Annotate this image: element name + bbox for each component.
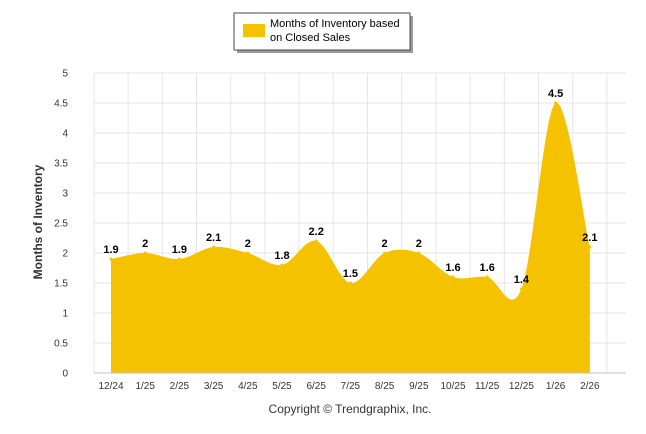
legend-swatch bbox=[243, 24, 265, 37]
y-axis-title: Months of Inventory bbox=[31, 164, 45, 279]
data-label: 2 bbox=[142, 238, 148, 250]
data-point bbox=[177, 257, 181, 261]
x-tick-label: 12/24 bbox=[98, 381, 123, 392]
x-tick-label: 2/25 bbox=[170, 381, 190, 392]
y-tick-label: 4 bbox=[62, 129, 68, 140]
data-point bbox=[588, 245, 592, 249]
data-label: 2 bbox=[245, 238, 251, 250]
data-point bbox=[212, 245, 216, 249]
x-tick-label: 7/25 bbox=[341, 381, 361, 392]
area-series bbox=[111, 102, 590, 373]
x-tick-label: 8/25 bbox=[375, 381, 395, 392]
data-label: 1.4 bbox=[514, 274, 530, 286]
data-label: 1.9 bbox=[103, 244, 118, 256]
legend-label-line1: Months of Inventory based bbox=[270, 18, 400, 30]
data-point bbox=[246, 251, 250, 255]
data-label: 4.5 bbox=[548, 88, 563, 100]
y-tick-label: 3 bbox=[62, 189, 68, 200]
x-tick-label: 11/25 bbox=[475, 381, 500, 392]
data-label: 2.2 bbox=[309, 226, 324, 238]
data-label: 2 bbox=[382, 238, 388, 250]
data-label: 1.6 bbox=[445, 262, 460, 274]
x-tick-label: 10/25 bbox=[440, 381, 465, 392]
x-tick-label: 3/25 bbox=[204, 381, 224, 392]
y-tick-label: 0 bbox=[62, 369, 68, 380]
label-layer: 1.9 2 1.9 2.1 2 1.8 2.2 1.5 2 2 1.6 1.6 1.4 4.5 2.1 bbox=[103, 88, 597, 286]
y-tick-label: 1 bbox=[62, 309, 68, 320]
data-point bbox=[519, 287, 523, 291]
legend: Months of Inventory based on Closed Sale… bbox=[233, 12, 413, 53]
data-label: 1.5 bbox=[343, 268, 358, 280]
data-point bbox=[451, 275, 455, 279]
y-tick-label: 1.5 bbox=[54, 279, 68, 290]
data-label: 2.1 bbox=[582, 232, 597, 244]
x-tick-label: 9/25 bbox=[409, 381, 429, 392]
data-point bbox=[485, 275, 489, 279]
data-point bbox=[143, 251, 147, 255]
data-label: 2 bbox=[416, 238, 422, 250]
data-label: 2.1 bbox=[206, 232, 221, 244]
y-tick-label: 4.5 bbox=[54, 99, 68, 110]
copyright-text: Copyright © Trendgraphix, Inc. bbox=[269, 402, 432, 416]
data-point bbox=[417, 251, 421, 255]
x-tick-label: 2/26 bbox=[580, 381, 600, 392]
data-label: 1.9 bbox=[172, 244, 187, 256]
y-tick-label: 3.5 bbox=[54, 159, 68, 170]
x-tick-label: 1/25 bbox=[135, 381, 155, 392]
data-point bbox=[554, 101, 558, 105]
data-point bbox=[383, 251, 387, 255]
y-tick-label: 0.5 bbox=[54, 339, 68, 350]
x-tick-label: 4/25 bbox=[238, 381, 258, 392]
data-point bbox=[280, 263, 284, 267]
area-layer bbox=[109, 101, 592, 373]
data-point bbox=[109, 257, 113, 261]
data-label: 1.8 bbox=[274, 250, 289, 262]
x-tick-label: 1/26 bbox=[546, 381, 566, 392]
axis-layer: 0 0.5 1 1.5 2 2.5 3 3.5 4 4.5 5 12/24 1/25 2/25 3/25 4/… bbox=[54, 69, 626, 392]
data-label: 1.6 bbox=[480, 262, 495, 274]
data-point bbox=[314, 239, 318, 243]
data-point bbox=[348, 281, 352, 285]
x-tick-label: 6/25 bbox=[306, 381, 326, 392]
x-tick-label: 12/25 bbox=[509, 381, 534, 392]
legend-label-line2: on Closed Sales bbox=[270, 32, 351, 44]
y-tick-label: 5 bbox=[62, 69, 68, 80]
y-tick-label: 2 bbox=[62, 249, 68, 260]
y-tick-label: 2.5 bbox=[54, 219, 68, 230]
x-tick-label: 5/25 bbox=[272, 381, 292, 392]
